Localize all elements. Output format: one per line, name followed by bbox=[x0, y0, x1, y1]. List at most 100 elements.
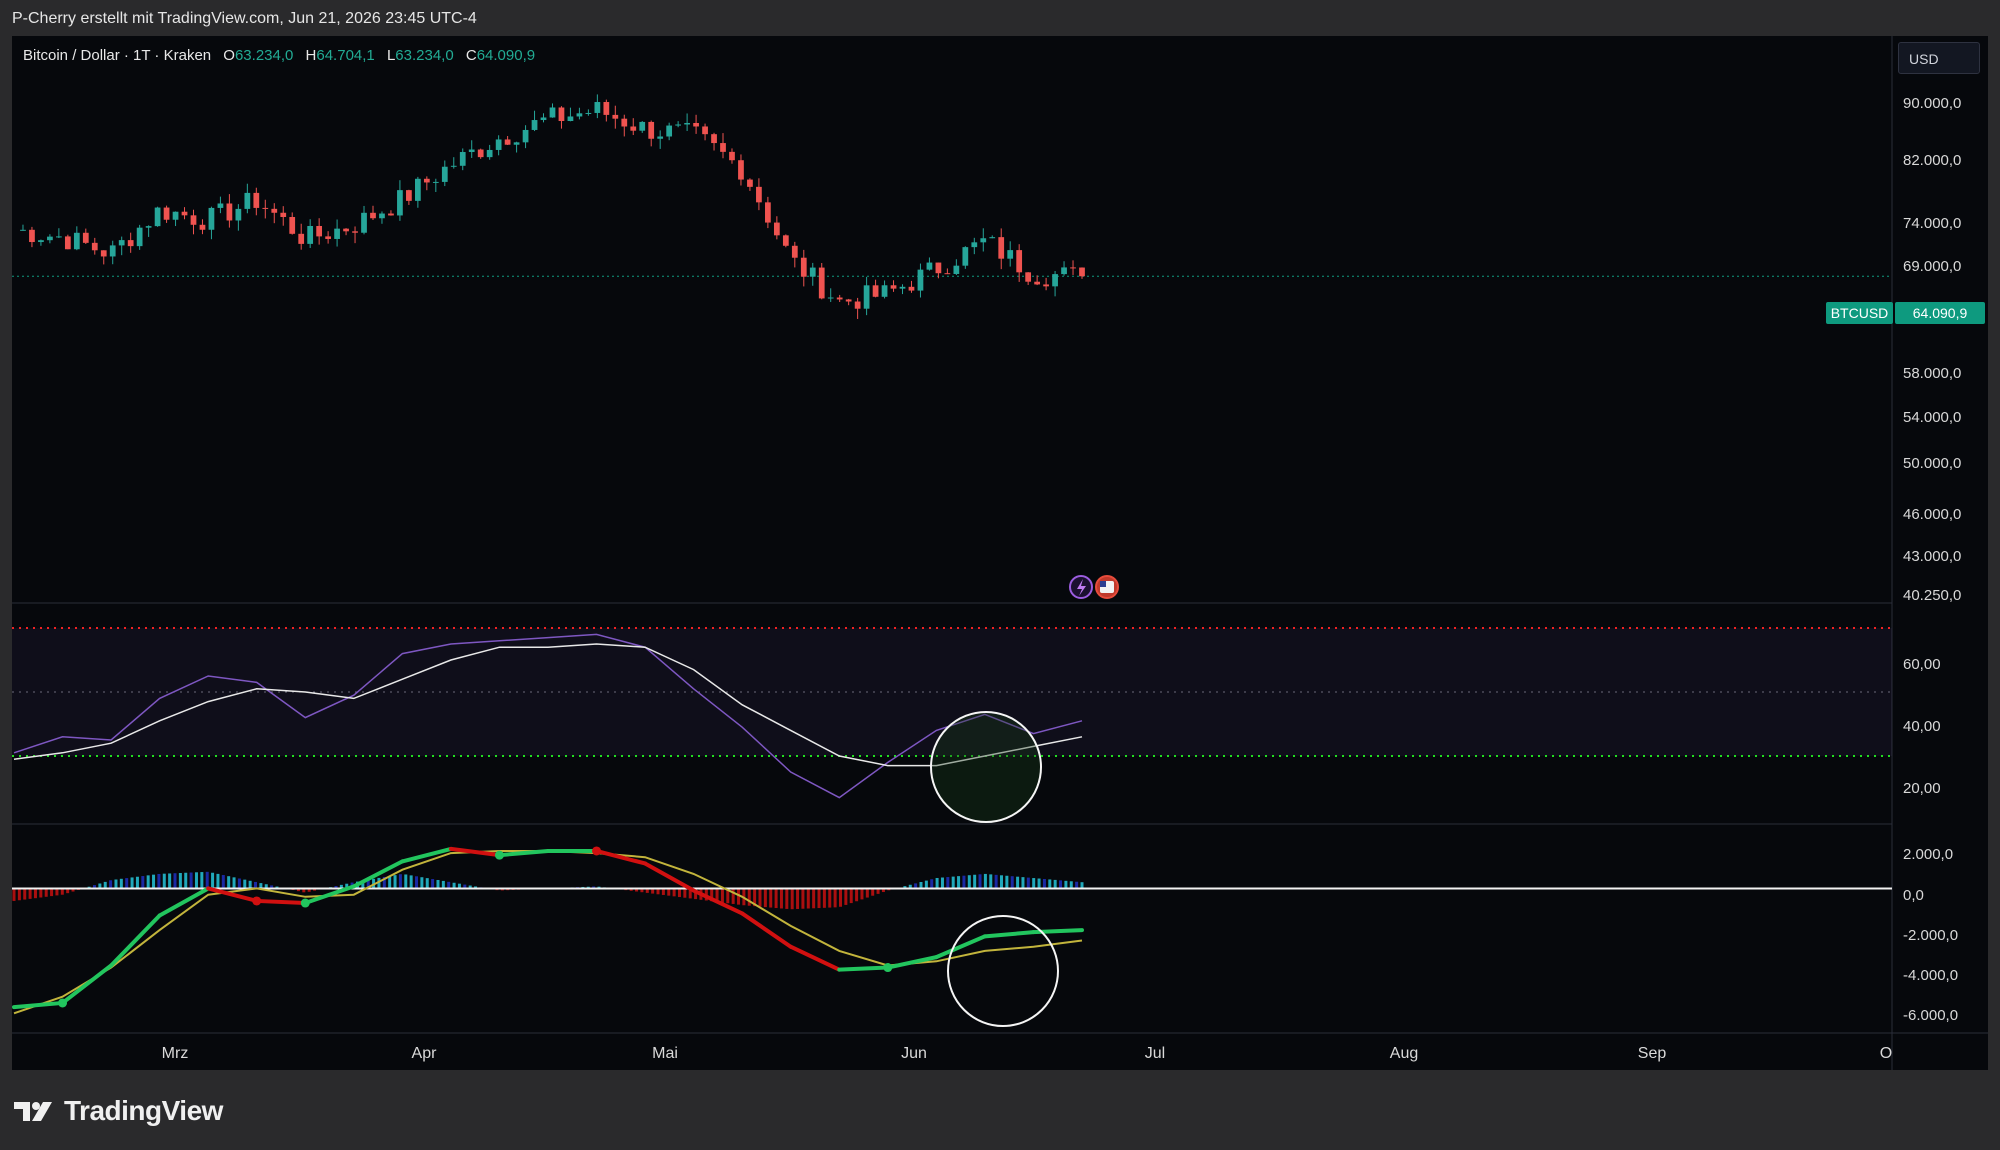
macd-histogram-bar bbox=[130, 877, 134, 889]
macd-cross-marker bbox=[494, 850, 504, 860]
candle-body bbox=[756, 186, 762, 203]
close-label: C bbox=[465, 47, 477, 64]
macd-histogram-bar bbox=[119, 878, 123, 889]
macd-histogram-bar bbox=[1053, 879, 1057, 889]
macd-histogram-bar bbox=[409, 875, 413, 889]
macd-line-segment bbox=[400, 846, 453, 864]
currency-selector[interactable]: USD bbox=[1898, 42, 1980, 74]
macd-histogram-bar bbox=[957, 876, 961, 889]
macd-histogram-bar bbox=[876, 888, 880, 894]
macd-histogram-bar bbox=[983, 873, 987, 889]
low-value: 63.234,0 bbox=[395, 47, 454, 64]
macd-histogram-bar bbox=[194, 872, 198, 889]
macd-histogram-bar bbox=[1048, 879, 1052, 889]
candle-body bbox=[899, 286, 906, 289]
symbol-info: Bitcoin / Dollar · 1T · Kraken O63.234,0… bbox=[23, 47, 535, 64]
macd-histogram-bar bbox=[66, 888, 70, 894]
candle-body bbox=[890, 285, 897, 289]
candle-body bbox=[657, 136, 664, 139]
time-tick: O bbox=[1879, 1045, 1893, 1062]
rsi-tick: 40,00 bbox=[1903, 718, 1941, 735]
candle-body bbox=[1070, 267, 1076, 269]
candle-body bbox=[253, 192, 260, 208]
chart-frame[interactable] bbox=[12, 36, 1988, 1070]
macd-highlight-circle bbox=[947, 915, 1059, 1027]
macd-cross-marker bbox=[592, 846, 602, 856]
macd-line-segment bbox=[254, 898, 308, 906]
candle-body bbox=[702, 126, 708, 135]
candle-body bbox=[558, 107, 565, 122]
candle-body bbox=[145, 226, 152, 228]
time-tick: Mai bbox=[652, 1045, 678, 1062]
candle-body bbox=[998, 237, 1005, 259]
lightning-icon bbox=[1077, 579, 1086, 596]
candle-body bbox=[226, 203, 233, 221]
candle-body bbox=[854, 301, 861, 309]
candle-body bbox=[1052, 274, 1058, 287]
candle-body bbox=[271, 208, 278, 213]
macd-histogram-bar bbox=[844, 888, 848, 905]
macd-histogram-bar bbox=[1021, 877, 1025, 889]
chart-credit: P-Cherry erstellt mit TradingView.com, J… bbox=[12, 10, 477, 27]
candle-body bbox=[908, 286, 915, 291]
candle-body bbox=[522, 129, 529, 143]
tradingview-logo[interactable]: TradingView bbox=[14, 1094, 223, 1128]
candle-body bbox=[585, 112, 592, 114]
rsi-tick: 20,00 bbox=[1903, 780, 1941, 797]
macd-histogram-bar bbox=[307, 888, 311, 892]
price-tick: 54.000,0 bbox=[1903, 409, 1962, 426]
macd-histogram-bar bbox=[178, 872, 182, 889]
candle-body bbox=[648, 121, 655, 139]
macd-histogram-bar bbox=[146, 875, 150, 889]
macd-histogram-bar bbox=[420, 877, 424, 889]
macd-histogram-bar bbox=[270, 885, 274, 889]
macd-histogram-bar bbox=[1026, 877, 1030, 889]
macd-line-segment bbox=[788, 944, 842, 972]
macd-histogram-bar bbox=[785, 888, 789, 909]
candle-body bbox=[477, 149, 484, 158]
macd-histogram-bar bbox=[865, 888, 869, 898]
macd-line-segment bbox=[109, 913, 162, 968]
candle-body bbox=[863, 285, 870, 309]
candle-body bbox=[576, 113, 583, 117]
rsi-ma-line bbox=[13, 643, 1083, 767]
candle-body bbox=[136, 227, 143, 247]
candle-body bbox=[666, 125, 673, 137]
macd-tick: -2.000,0 bbox=[1903, 927, 1959, 944]
macd-histogram-bar bbox=[951, 876, 955, 889]
candle-body bbox=[1034, 281, 1040, 285]
open-value: 63.234,0 bbox=[234, 47, 294, 64]
macd-histogram-bar bbox=[855, 888, 859, 902]
macd-histogram-bar bbox=[388, 876, 392, 889]
macd-histogram-bar bbox=[828, 888, 832, 908]
last-price-symbol: BTCUSD bbox=[1826, 302, 1893, 324]
candle-body bbox=[235, 208, 242, 221]
rsi-highlight-circle bbox=[930, 711, 1042, 823]
candle-body bbox=[388, 213, 394, 216]
macd-histogram-bar bbox=[39, 888, 43, 898]
symbol-title[interactable]: Bitcoin / Dollar · 1T · Kraken bbox=[23, 47, 212, 64]
candle-body bbox=[1079, 267, 1085, 277]
candle-body bbox=[343, 228, 349, 232]
high-label: H bbox=[305, 47, 317, 64]
price-tick: 50.000,0 bbox=[1903, 455, 1962, 472]
macd-histogram-bar bbox=[1005, 875, 1009, 889]
price-tick: 82.000,0 bbox=[1903, 152, 1962, 169]
candle-body bbox=[118, 240, 125, 246]
rsi-line bbox=[13, 633, 1083, 799]
macd-line-segment bbox=[594, 848, 648, 866]
macd-histogram-bar bbox=[930, 879, 934, 889]
macd-histogram-bar bbox=[168, 873, 172, 889]
macd-histogram-bar bbox=[962, 875, 966, 889]
time-tick: Mrz bbox=[161, 1045, 189, 1062]
candle-body bbox=[1025, 272, 1032, 282]
macd-histogram-bar bbox=[254, 881, 258, 889]
macd-line-segment bbox=[157, 886, 211, 918]
rsi-tick: 60,00 bbox=[1903, 656, 1941, 673]
macd-histogram-bar bbox=[731, 888, 735, 904]
candle-body bbox=[127, 240, 134, 247]
macd-histogram-bar bbox=[914, 883, 918, 889]
candle-body bbox=[621, 118, 628, 127]
macd-histogram-bar bbox=[457, 883, 461, 889]
